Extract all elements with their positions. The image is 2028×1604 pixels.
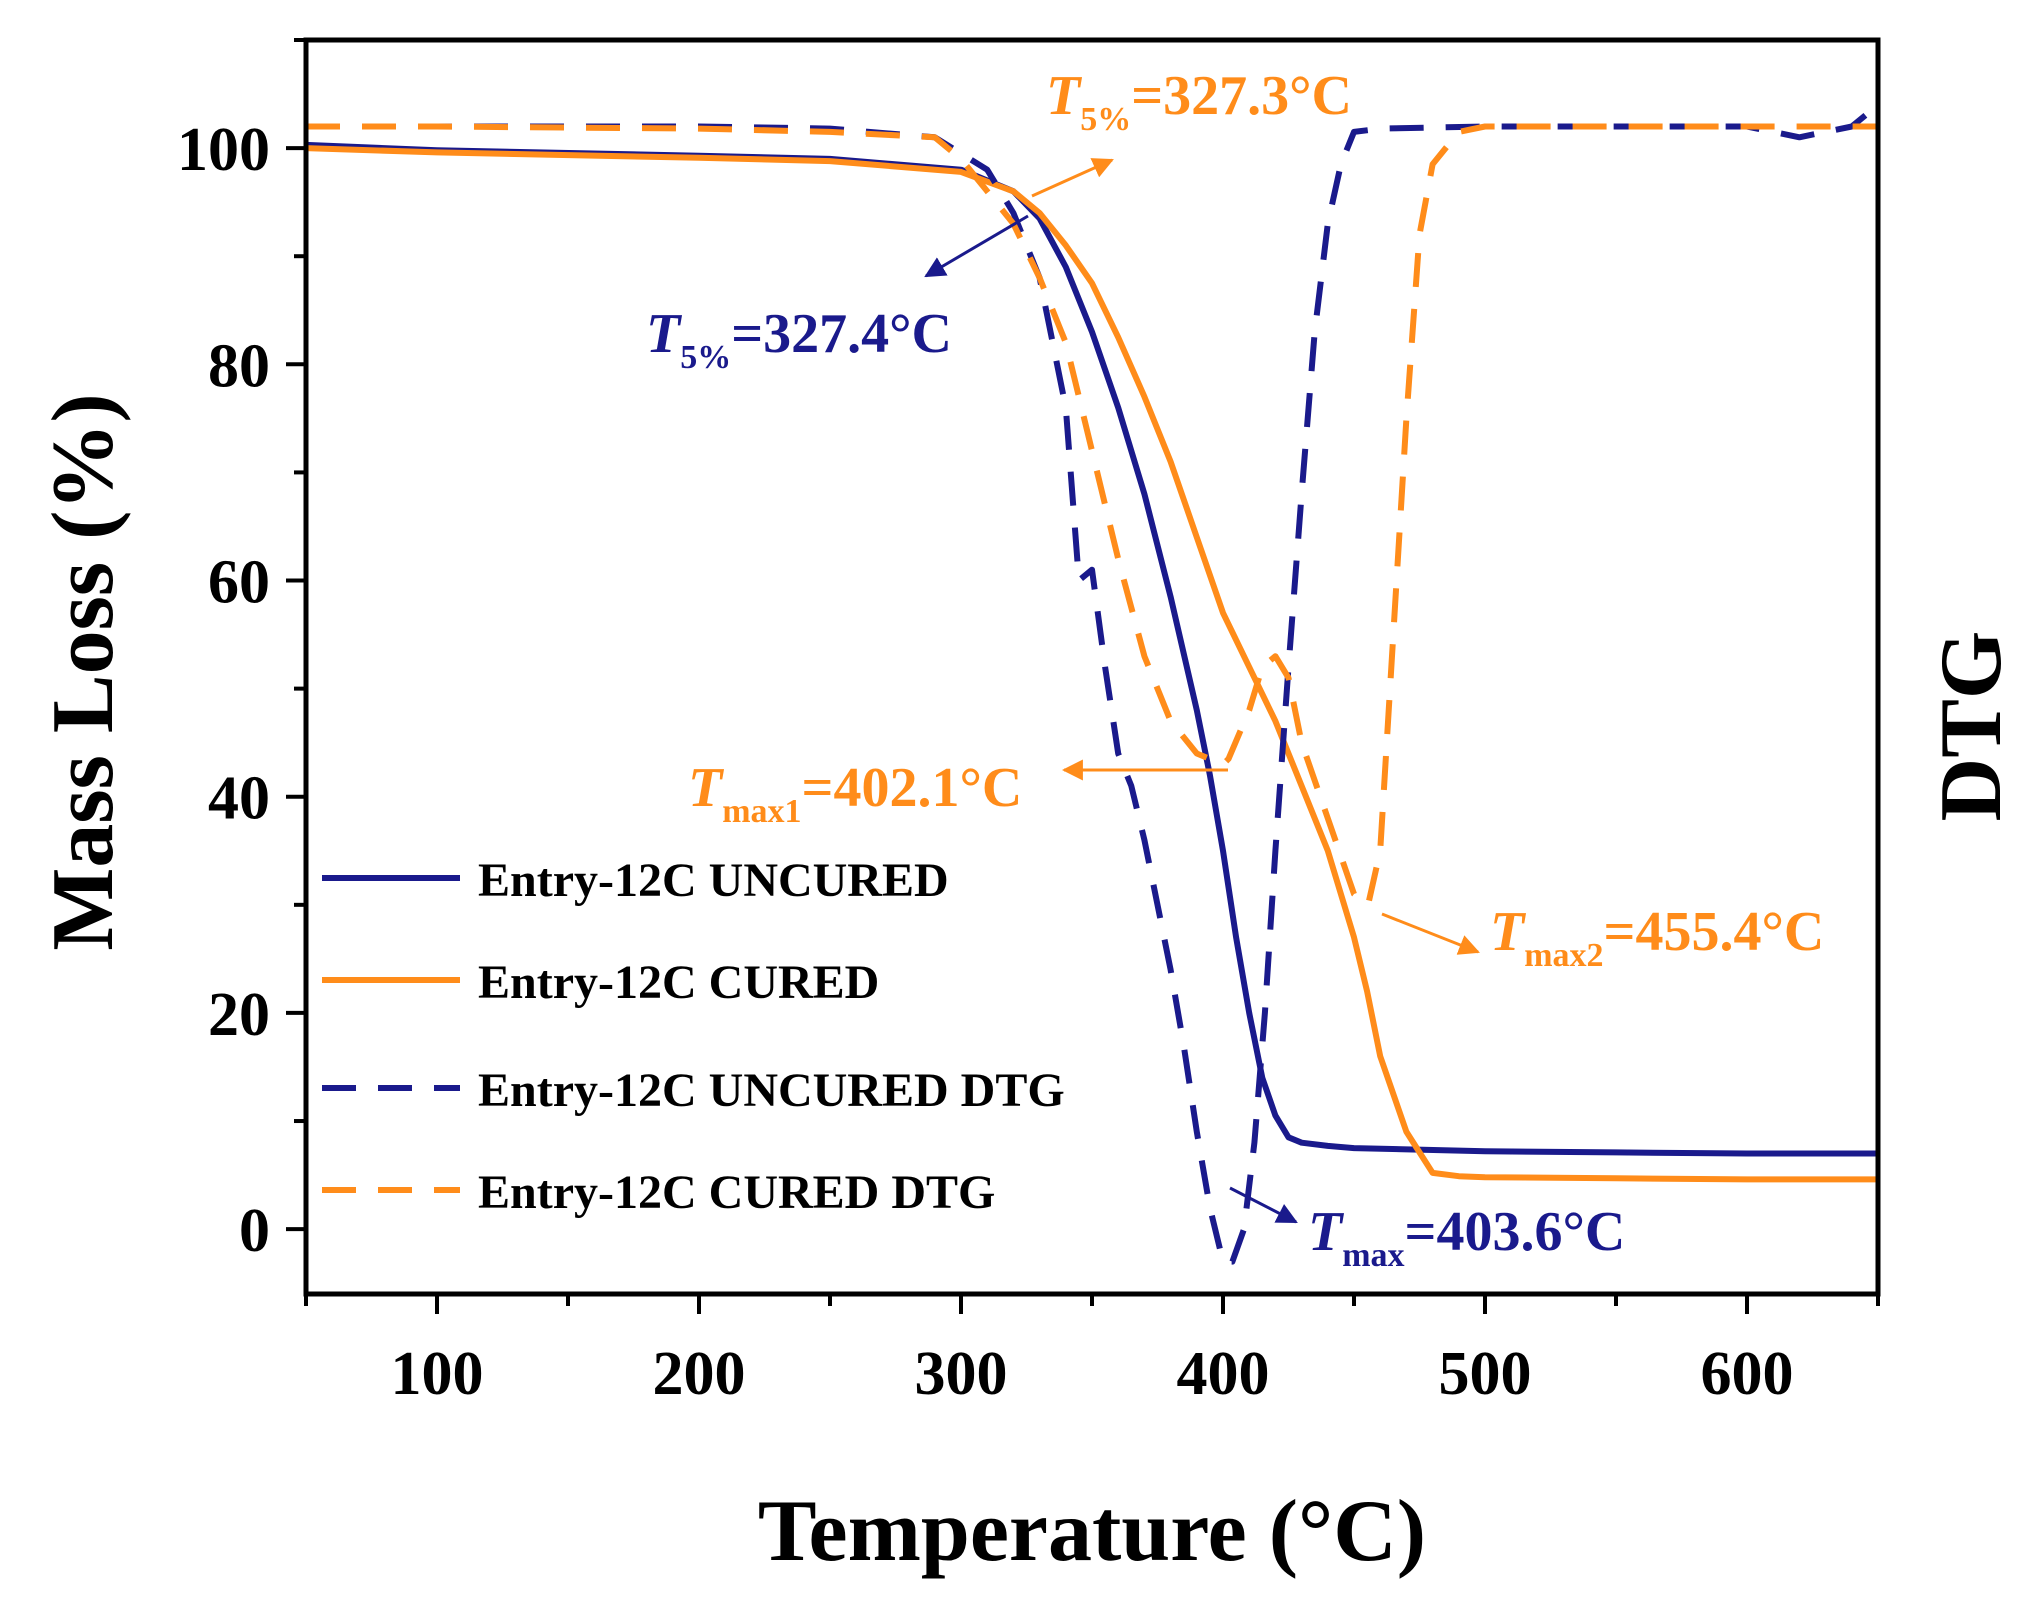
annotation-t5-cured: T5%=327.3°C xyxy=(1046,65,1352,138)
annotation-arrows xyxy=(924,158,1480,1224)
y-tick-label: 80 xyxy=(208,332,270,400)
series-line-cured-dtg xyxy=(306,123,1878,908)
arrow-tmax-uncured xyxy=(1229,1186,1298,1224)
x-tick-label: 200 xyxy=(653,1340,746,1408)
x-tick-label: 400 xyxy=(1177,1340,1270,1408)
y-tick-label: 20 xyxy=(208,981,270,1049)
x-axis-title: Temperature (°C) xyxy=(758,1483,1426,1580)
x-tick-label: 500 xyxy=(1439,1340,1532,1408)
y-tick-label: 100 xyxy=(177,116,270,184)
series-line-cured xyxy=(305,145,1878,1183)
y-axis-title: Mass Loss (%) xyxy=(35,393,132,950)
y-tick-label: 0 xyxy=(239,1197,270,1265)
legend: Entry-12C UNCURED Entry-12C CURED Entry-… xyxy=(322,854,1065,1219)
x-tick-label: 300 xyxy=(915,1340,1008,1408)
legend-label-uncured: Entry-12C UNCURED xyxy=(478,854,949,907)
annotation-tmax1-cured: Tmax1=402.1°C xyxy=(688,757,1022,830)
x-tick-label: 600 xyxy=(1701,1340,1794,1408)
annotation-tmax2-cured: Tmax2=455.4°C xyxy=(1490,901,1824,974)
arrow-t5-cured xyxy=(1031,158,1114,198)
legend-label-cured: Entry-12C CURED xyxy=(478,956,879,1009)
arrow-tmax2-cured xyxy=(1381,912,1480,955)
annotation-t5-uncured: T5%=327.4°C xyxy=(646,303,952,376)
series-layer xyxy=(305,102,1880,1265)
legend-label-uncured-dtg: Entry-12C UNCURED DTG xyxy=(478,1064,1065,1117)
ticks-layer: 100 200 300 400 500 600 0 20 40 60 80 100 xyxy=(177,38,1880,1408)
legend-label-cured-dtg: Entry-12C CURED DTG xyxy=(478,1166,995,1219)
x-tick-label: 100 xyxy=(391,1340,484,1408)
arrow-t5-uncured xyxy=(924,214,1029,278)
y-tick-label: 40 xyxy=(208,765,270,833)
y2-axis-title: DTG xyxy=(1923,631,2020,822)
annotation-tmax-uncured: Tmax=403.6°C xyxy=(1308,1201,1625,1274)
y-tick-label: 60 xyxy=(208,549,270,617)
